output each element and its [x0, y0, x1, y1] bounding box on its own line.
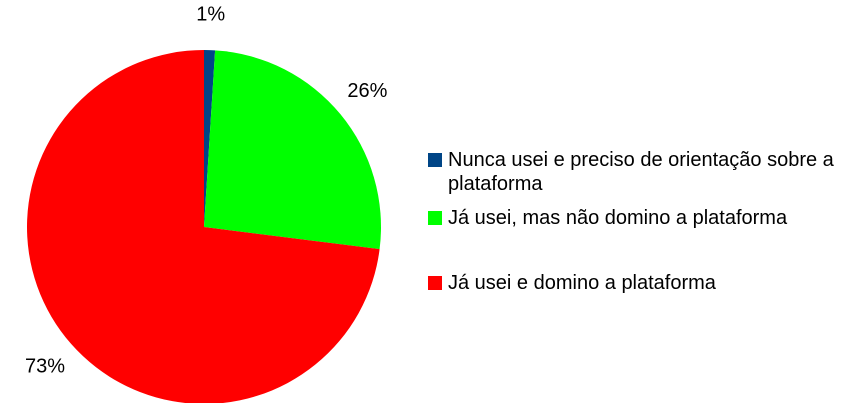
pie-slice [204, 50, 216, 227]
pie-slice [204, 50, 381, 250]
pie-slice [27, 50, 380, 403]
legend-swatch [428, 211, 442, 225]
data-label: 1% [196, 3, 225, 25]
legend-swatch [428, 153, 442, 167]
data-label: 26% [347, 80, 387, 102]
legend-label: Já usei e domino a plataforma [448, 272, 716, 294]
legend-entry: Já usei e domino a plataforma [428, 271, 840, 295]
legend-label: Nunca usei e preciso de orientação sobre… [448, 149, 834, 195]
legend-entry: Já usei, mas não domino a plataforma [428, 206, 840, 230]
legend-entry: Nunca usei e preciso de orientação sobre… [428, 148, 840, 196]
legend-swatch [428, 276, 442, 290]
legend-label: Já usei, mas não domino a plataforma [448, 207, 788, 229]
data-label: 73% [25, 355, 65, 377]
